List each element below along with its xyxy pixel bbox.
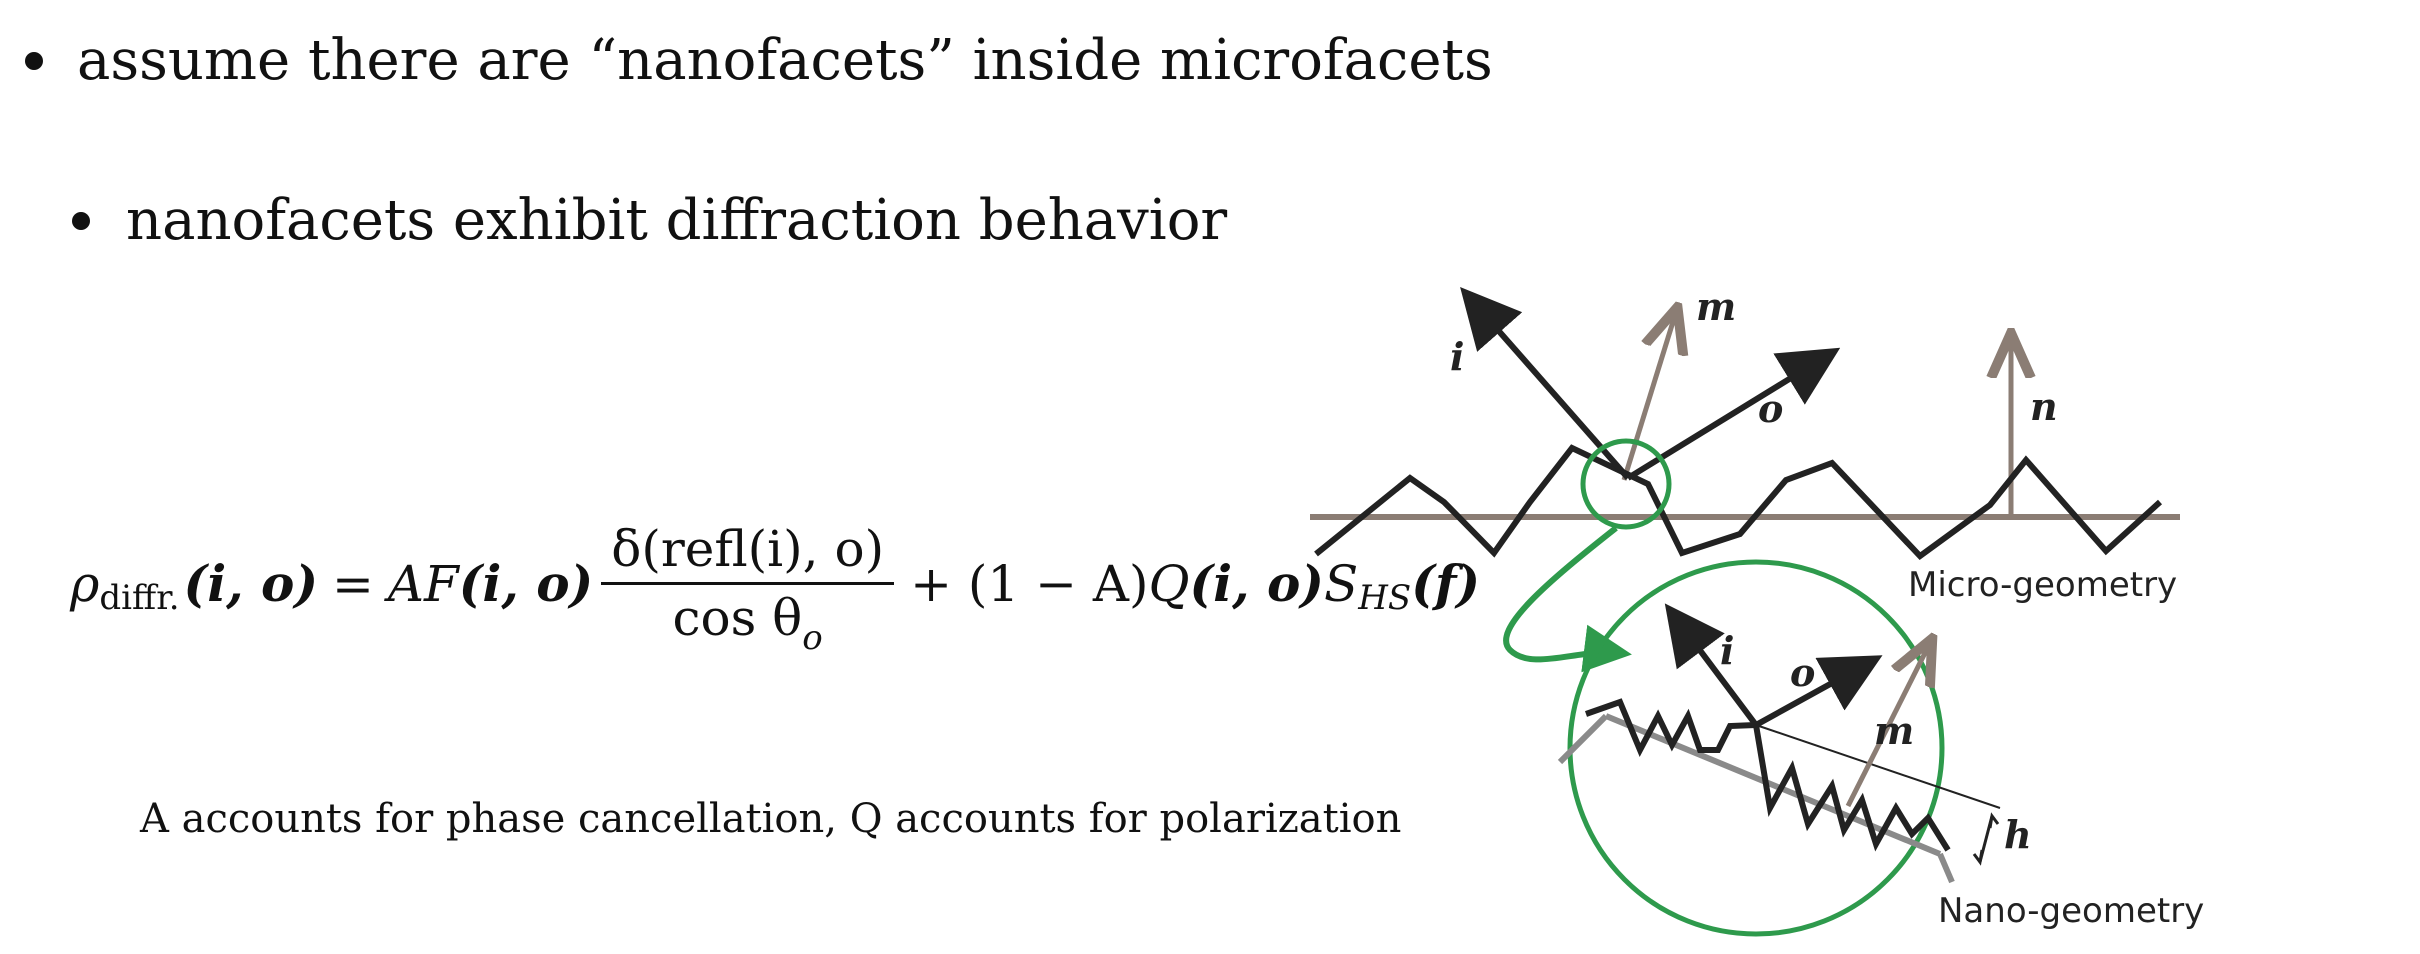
eq-s-subscript: HS	[1358, 577, 1412, 618]
label-micro-geometry: Micro-geometry	[1908, 565, 2177, 605]
eq-denominator-text: cos θ	[672, 589, 803, 647]
nano-height-arrowheads	[1972, 812, 2000, 866]
label-o-top: o	[1758, 386, 1783, 431]
nano-tangent-line	[1755, 724, 2001, 809]
eq-denominator: cos θo	[672, 585, 823, 658]
nano-baseline-tail	[1937, 852, 1955, 884]
zoom-connector-arrow	[1503, 525, 1632, 673]
label-nano-geometry: Nano-geometry	[1938, 891, 2204, 931]
microfacet-diagram: i m o n Micro-geometry i o m h Nano-geom…	[1310, 284, 2204, 937]
bullet-text-1: assume there are “nanofacets” inside mic…	[77, 28, 1493, 93]
caption-text: A accounts for phase cancellation, Q acc…	[140, 796, 1402, 842]
label-h-zoom: h	[2004, 812, 2032, 857]
eq-numerator: δ(refl(i), o)	[601, 520, 895, 585]
eq-q-args: (i, o)	[1189, 554, 1324, 613]
eq-s: S	[1323, 554, 1359, 613]
bullet-item-1: assume there are “nanofacets” inside mic…	[25, 28, 1493, 93]
eq-lhs-args: (i, o)	[183, 554, 319, 613]
eq-denominator-subscript: o	[802, 618, 823, 658]
eq-s-args: (f)	[1411, 554, 1481, 613]
bullet-dot	[25, 51, 43, 70]
eq-q: Q	[1148, 554, 1190, 613]
eq-rho: ρ	[70, 554, 100, 613]
microfacet-normal-m	[1621, 312, 1676, 481]
highlight-circle	[1580, 438, 1672, 530]
eq-af-args: (i, o)	[458, 554, 594, 613]
bullet-item-2: nanofacets exhibit diffraction behavior	[72, 188, 1227, 253]
nano-baseline	[1557, 713, 1609, 765]
label-i-zoom: i	[1720, 628, 1734, 673]
label-m-top: m	[1696, 284, 1736, 329]
label-i-top: i	[1450, 334, 1464, 379]
bullet-dot	[72, 211, 90, 230]
eq-rho-subscript: diffr.	[99, 577, 180, 618]
bullet-text-2: nanofacets exhibit diffraction behavior	[126, 188, 1228, 253]
incident-vector-i	[1460, 286, 1631, 480]
nano-incident-i	[1664, 603, 1759, 727]
nano-surface-profile	[1585, 698, 1951, 852]
eq-plus-term: + (1 − A)	[910, 554, 1149, 613]
label-m-zoom: m	[1874, 708, 1914, 753]
eq-equals: =	[332, 554, 374, 613]
eq-af: AF	[387, 554, 459, 613]
nano-outgoing-o	[1754, 655, 1883, 728]
eq-fraction: δ(refl(i), o) cos θo	[601, 520, 895, 658]
label-o-zoom: o	[1790, 650, 1815, 695]
micro-surface-profile	[1314, 444, 2163, 560]
nano-normal-m	[1845, 643, 1930, 808]
diffraction-equation: ρ diffr. (i, o) = AF (i, o) δ(refl(i), o…	[70, 520, 1481, 658]
label-n-top: n	[2030, 384, 2058, 429]
